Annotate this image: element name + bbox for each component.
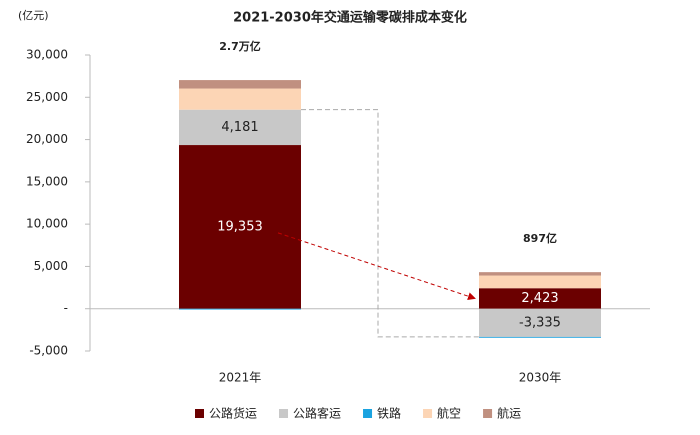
y-tick-label: 30,000: [26, 48, 68, 62]
bar-segment: [179, 80, 301, 89]
data-label: 4,181: [221, 120, 258, 135]
bar-segment: [479, 288, 601, 309]
legend-swatch: [423, 409, 433, 418]
bar-segment: [479, 272, 601, 276]
data-label: 19,353: [217, 219, 263, 234]
y-tick-label: 25,000: [26, 90, 68, 104]
connector: [301, 109, 479, 338]
y-tick-label: -: [64, 301, 68, 315]
legend-label: 航空: [437, 406, 461, 421]
bar-segment: [479, 275, 601, 289]
bar-segment: [179, 88, 301, 110]
bar-segment: [479, 308, 601, 337]
arrow: [277, 232, 476, 301]
annotation: 2.7万亿: [219, 39, 261, 53]
y-tick-label: 5,000: [34, 259, 68, 273]
annotation: 897亿: [523, 231, 557, 245]
y-axis-label: (亿元): [18, 9, 49, 22]
chart-title: 2021-2030年交通运输零碳排成本变化: [233, 10, 467, 26]
legend-label: 公路货运: [209, 406, 257, 421]
bar-segment: [179, 308, 301, 310]
legend-label: 铁路: [377, 406, 401, 421]
y-tick-label: 15,000: [26, 174, 68, 188]
data-label: 2,423: [521, 291, 558, 306]
legend-swatch: [279, 409, 289, 418]
legend-label: 航运: [497, 406, 521, 421]
bar-segment: [179, 145, 301, 309]
legend-swatch: [483, 409, 493, 418]
x-tick-label: 2030年: [519, 371, 562, 385]
legend-swatch: [195, 409, 204, 418]
data-label: -3,335: [519, 315, 561, 330]
x-tick-label: 2021年: [219, 371, 262, 385]
bar-segment: [179, 109, 301, 146]
bar-segment: [479, 336, 601, 338]
legend-label: 公路客运: [293, 406, 341, 421]
legend-swatch: [363, 409, 373, 418]
y-tick-label: -5,000: [29, 344, 68, 358]
y-tick-label: 10,000: [26, 217, 68, 231]
y-tick-label: 20,000: [26, 132, 68, 146]
